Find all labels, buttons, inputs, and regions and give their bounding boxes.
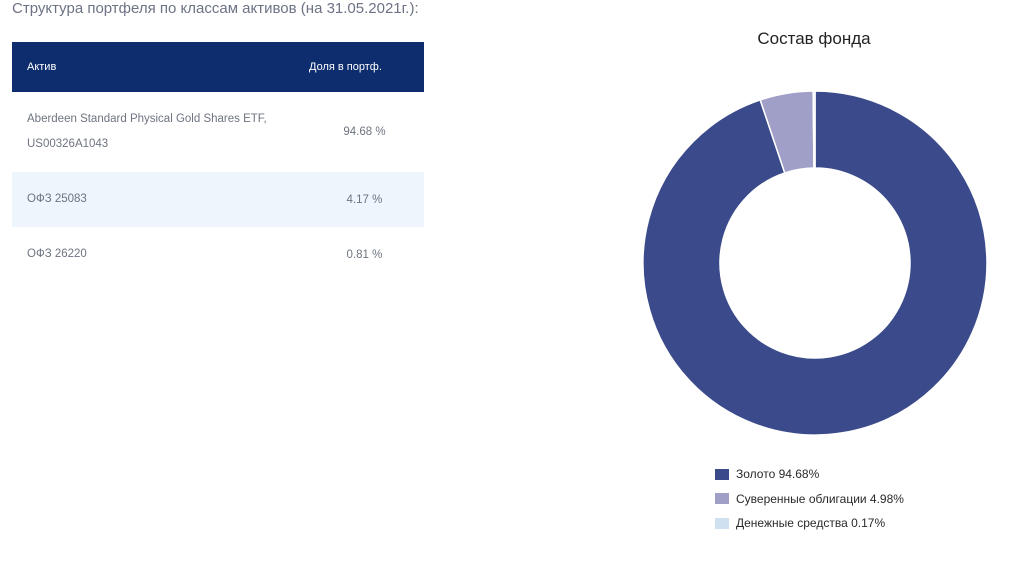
donut-chart xyxy=(642,90,988,436)
portfolio-table: Актив Доля в портф. Aberdeen Standard Ph… xyxy=(12,42,424,282)
asset-name: ОФЗ 25083 xyxy=(27,193,87,205)
asset-name-line1: Aberdeen Standard Physical Gold Shares E… xyxy=(27,113,267,125)
legend-item-1: Суверенные облигации 4.98% xyxy=(715,487,904,512)
asset-share: 4.17 % xyxy=(346,193,383,206)
table-row: ОФЗ 25083 4.17 % xyxy=(12,172,424,227)
legend-swatch xyxy=(715,493,729,505)
donut-slice-0 xyxy=(642,90,988,436)
donut-slice-2 xyxy=(812,90,816,169)
header-share: Доля в портф. xyxy=(309,61,382,73)
asset-name: ОФЗ 26220 xyxy=(27,248,87,260)
table-header: Актив Доля в портф. xyxy=(12,42,424,92)
chart-title: Состав фонда xyxy=(757,29,871,48)
chart-legend: Золото 94.68% Суверенные облигации 4.98% Д… xyxy=(715,462,904,536)
legend-swatch xyxy=(715,468,729,480)
legend-label: Суверенные облигации 4.98% xyxy=(736,491,904,506)
table-row: Aberdeen Standard Physical Gold Shares E… xyxy=(12,92,424,172)
legend-label: Золото 94.68% xyxy=(736,467,820,482)
asset-share: 0.81 % xyxy=(346,248,383,261)
asset-name: Aberdeen Standard Physical Gold Shares E… xyxy=(12,107,295,157)
legend-item-2: Денежные средства 0.17% xyxy=(715,511,904,536)
section-title: Структура портфеля по классам активов (н… xyxy=(12,0,419,17)
legend-label: Денежные средства 0.17% xyxy=(736,516,886,531)
header-asset: Актив xyxy=(27,61,57,73)
asset-name-line2: US00326A1043 xyxy=(27,138,109,150)
asset-share: 94.68 % xyxy=(343,126,386,138)
legend-item-0: Золото 94.68% xyxy=(715,462,904,487)
table-row: ОФЗ 26220 0.81 % xyxy=(12,227,424,282)
legend-swatch xyxy=(715,517,729,529)
